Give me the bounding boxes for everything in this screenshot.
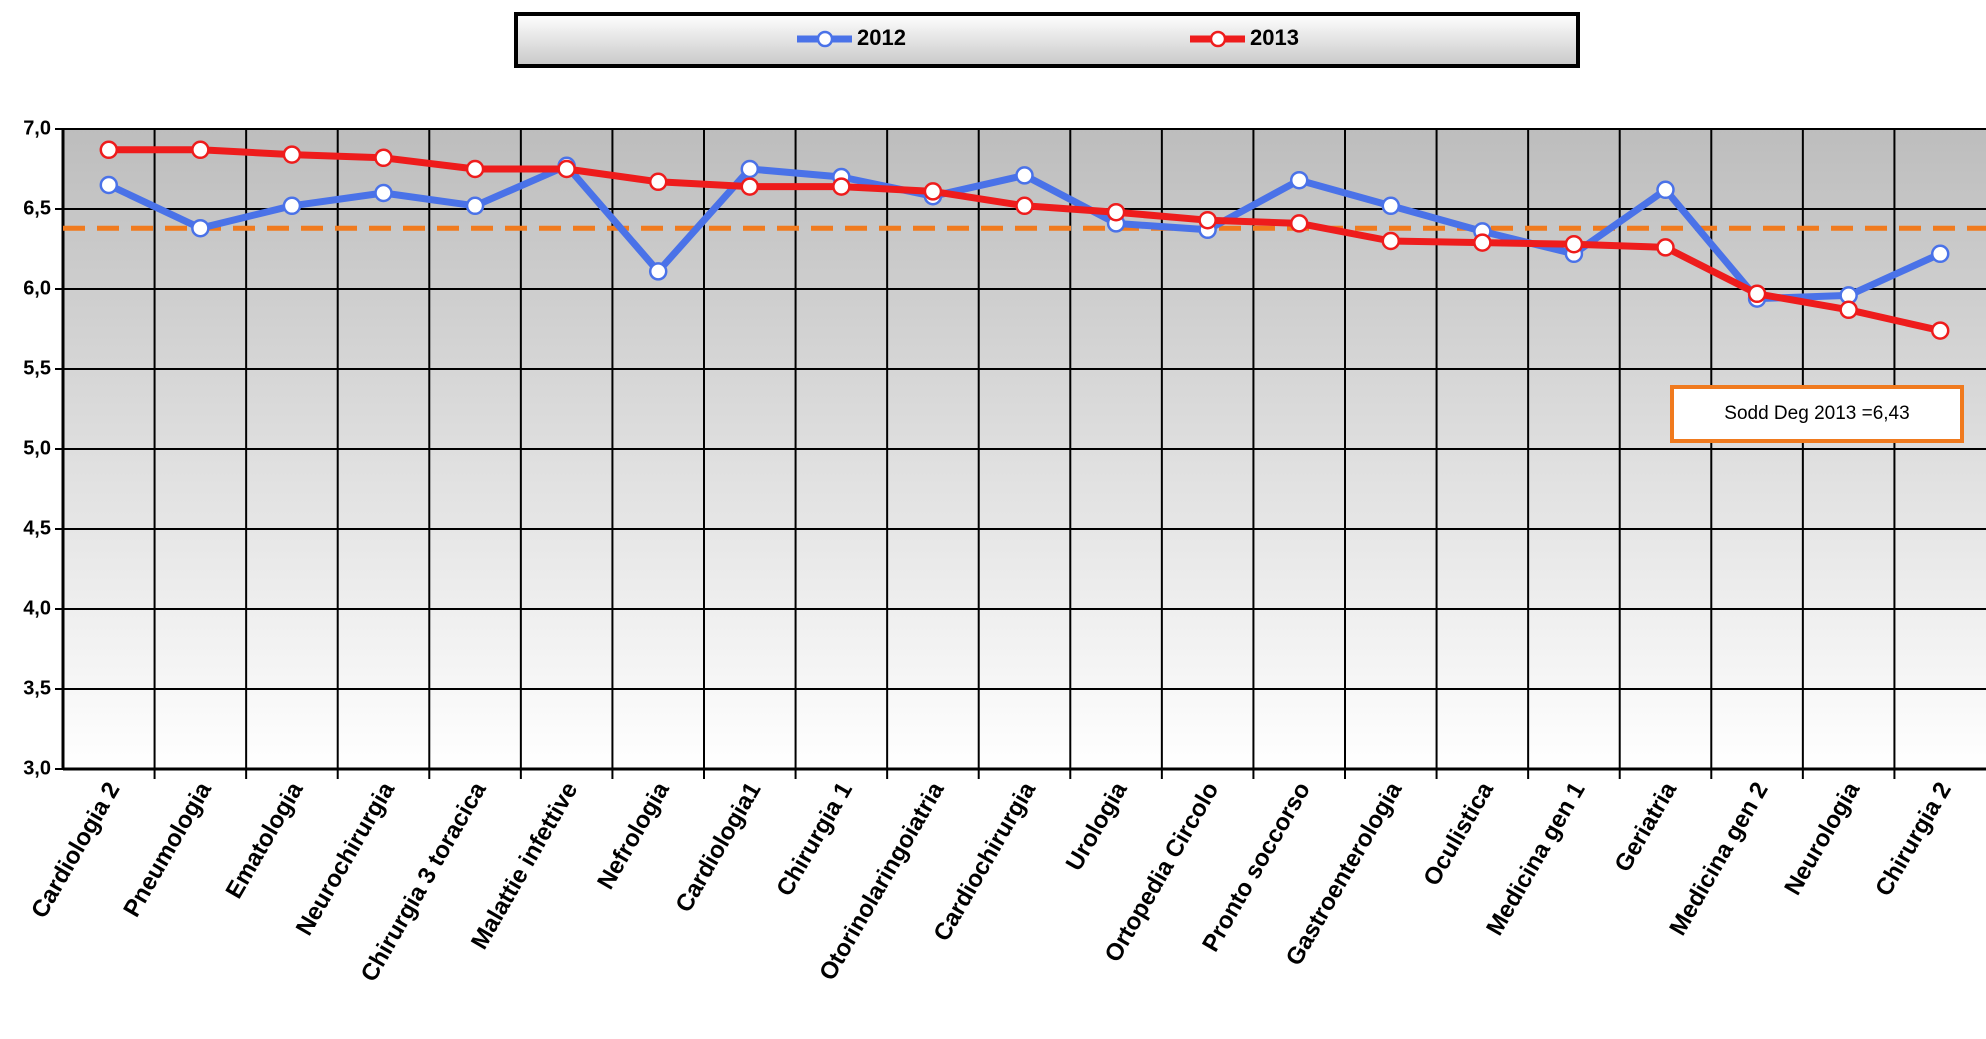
data-point [191,218,210,238]
legend-box [514,12,1580,68]
data-point [99,175,119,195]
data-point [1839,300,1858,320]
data-point [1747,284,1767,304]
data-point [832,177,851,196]
data-point [1564,234,1584,254]
y-tick-label: 3,5 [23,677,51,699]
x-tick-label: Medicina gen 1 [1481,778,1590,940]
x-tick-label: Geriatria [1609,777,1682,877]
y-tick-label: 6,0 [23,277,51,299]
x-tick-label: Cardiologia 2 [26,778,125,923]
data-point [1289,170,1309,190]
data-point [1381,231,1401,251]
x-tick-label: Cardiologia1 [670,778,766,917]
x-tick-label: Pneumologia [118,777,217,922]
data-point [1015,196,1034,216]
data-point [1381,196,1401,216]
legend-label: 2013 [1250,25,1299,50]
data-point [557,159,576,179]
annotation-box [1670,385,1964,443]
data-point [99,140,119,160]
data-point [923,182,943,201]
y-tick-label: 5,0 [23,437,51,459]
x-tick-label: Cardiochirurgia [928,777,1041,946]
y-tick-label: 5,5 [23,357,51,379]
annotation: Sodd Deg 2013 =6,43 [1724,403,1909,424]
data-point [1198,210,1217,230]
x-tick-label: Chirurgia 2 [1870,778,1957,901]
data-point [1930,244,1950,264]
data-point [465,196,485,216]
legend-label: 2012 [857,25,906,50]
data-point [740,159,760,179]
x-tick-label: Neurologia [1779,777,1865,900]
data-point [1656,238,1675,257]
data-point [1015,166,1034,185]
data-point [282,145,302,164]
data-point [191,140,210,160]
data-point [465,159,485,179]
y-tick-label: 7,0 [23,117,51,139]
data-point [1106,202,1126,222]
data-point [1473,233,1492,252]
legend-marker [816,30,834,48]
y-tick-label: 6,5 [23,197,51,219]
x-tick-label: Nefrologia [592,777,675,894]
data-point [648,172,668,192]
data-point [648,262,668,281]
legend-marker [1209,30,1227,48]
x-tick-label: Oculistica [1418,777,1499,890]
y-tick-label: 4,0 [23,597,51,619]
data-point [282,196,302,216]
y-tick-label: 3,0 [23,757,51,779]
x-tick-label: Urologia [1061,777,1133,875]
x-tick-label: Neurochirurgia [291,777,401,940]
data-point [1656,180,1675,200]
data-point [374,183,393,203]
data-point [1289,214,1309,233]
data-point [1930,321,1950,340]
x-tick-label: Chirurgia 1 [771,778,858,901]
y-tick-label: 4,5 [23,517,51,539]
x-tick-label: Medicina gen 2 [1664,778,1773,940]
x-tick-label: Ematologia [221,777,309,903]
data-point [740,177,760,196]
data-point [374,148,393,168]
